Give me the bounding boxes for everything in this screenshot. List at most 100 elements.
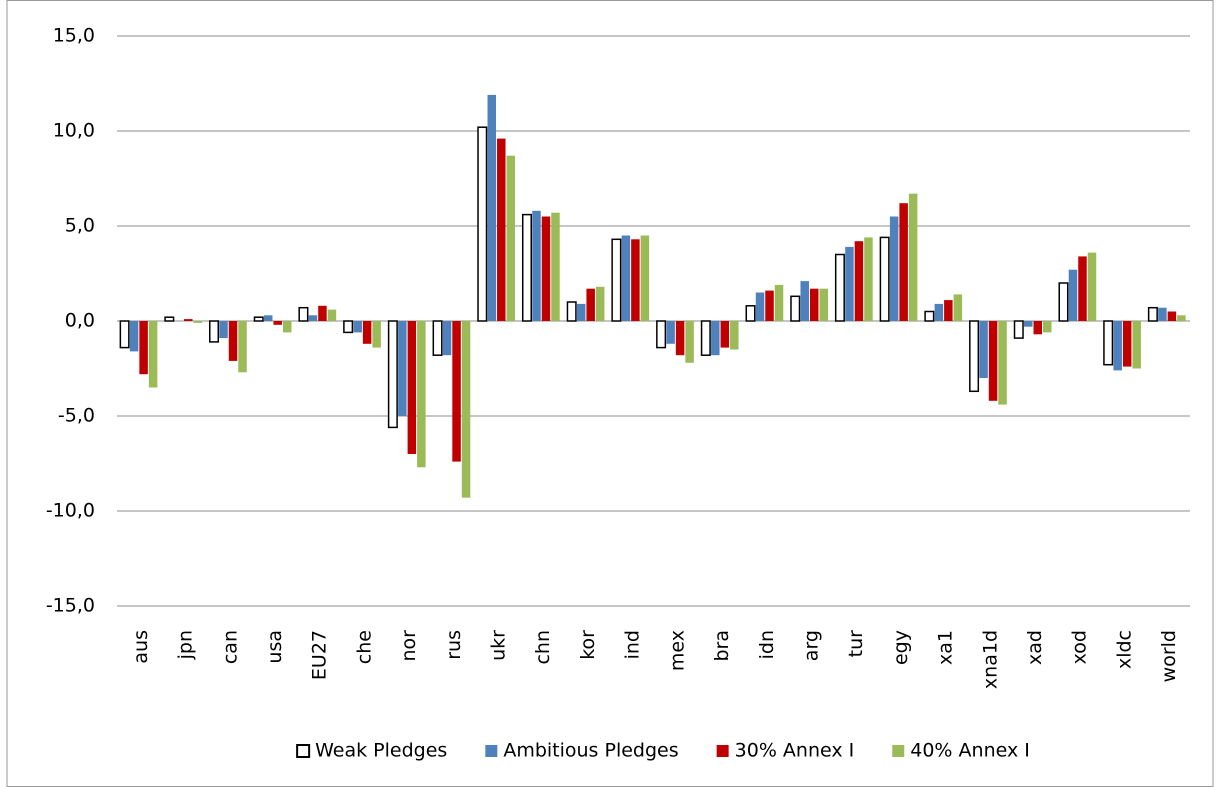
bar (666, 321, 675, 344)
bar (193, 321, 203, 323)
legend-swatch (485, 745, 498, 757)
bar (1147, 306, 1158, 322)
x-tick-label: che (353, 630, 375, 664)
bar (953, 294, 963, 321)
bar (298, 306, 309, 322)
x-tick-label: rus (443, 630, 465, 660)
x-tick-label: aus (130, 630, 152, 664)
legend-label: Weak Pledges (315, 740, 447, 762)
y-tick-label: 15,0 (53, 25, 95, 47)
bar (219, 321, 228, 339)
x-tick-label: arg (800, 630, 822, 661)
x-tick-label: mex (666, 630, 688, 671)
x-tick-label: chn (532, 630, 554, 665)
bar (595, 286, 605, 321)
bar (541, 216, 551, 321)
bar (343, 320, 354, 334)
x-tick-label: can (219, 630, 241, 664)
bar (398, 321, 407, 416)
bar (506, 155, 516, 321)
bar (327, 309, 337, 321)
bar (273, 321, 282, 325)
bar (1167, 311, 1177, 321)
bar (809, 288, 819, 321)
bar (611, 238, 622, 322)
bar (934, 303, 944, 321)
bar (899, 203, 908, 321)
bar (129, 321, 139, 352)
bar (442, 321, 452, 356)
x-tick-label: EU27 (309, 630, 331, 680)
bar (487, 94, 497, 322)
bar (988, 321, 998, 401)
x-tick-label: idn (756, 630, 778, 659)
legend-swatch (716, 745, 729, 757)
y-tick-label: 0,0 (65, 310, 95, 332)
bar (998, 321, 1007, 405)
bar (879, 236, 890, 322)
bar (521, 213, 532, 322)
x-tick-label: bra (711, 630, 733, 662)
bar (854, 241, 864, 321)
bar (184, 319, 193, 321)
bar (461, 321, 471, 498)
bar (845, 246, 854, 321)
bar (944, 300, 953, 321)
x-tick-label: xa1 (935, 630, 957, 665)
bar (228, 321, 238, 361)
legend-swatch (296, 744, 311, 758)
bar (640, 235, 650, 321)
bar (1087, 252, 1097, 321)
x-tick-label: egy (890, 630, 912, 665)
bar (362, 321, 372, 344)
bar (387, 320, 398, 429)
bar (1132, 321, 1141, 369)
x-tick-label: ukr (488, 630, 510, 661)
bar (532, 210, 541, 321)
bar (774, 284, 784, 321)
bar (119, 320, 130, 349)
bar (1013, 320, 1024, 339)
legend-label: 30% Annex I (735, 740, 855, 762)
bar (318, 305, 327, 321)
bar (417, 321, 426, 468)
bar (979, 321, 988, 378)
x-tick-label: kor (577, 630, 599, 660)
bar (755, 292, 765, 321)
bar (1177, 315, 1186, 321)
bar (1078, 256, 1087, 321)
bar (656, 320, 667, 349)
legend-label: Ambitious Pledges (503, 740, 678, 762)
bar (308, 315, 318, 321)
bar (924, 310, 935, 322)
bar (238, 321, 247, 373)
bar (1033, 321, 1043, 335)
bar (282, 321, 292, 333)
bar (497, 138, 506, 321)
legend-label: 40% Annex I (910, 740, 1030, 762)
bar (253, 316, 264, 322)
bar (586, 288, 595, 321)
bar (1058, 282, 1069, 322)
bar (1068, 269, 1078, 321)
bar (477, 126, 488, 322)
bar (164, 316, 175, 322)
bar (551, 212, 560, 321)
bar (819, 288, 828, 321)
x-tick-label: usa (264, 630, 286, 664)
bar (566, 301, 577, 322)
bar (1024, 321, 1033, 327)
x-tick-label: nor (398, 630, 420, 662)
bar (353, 321, 362, 333)
y-tick-label: -10,0 (46, 500, 95, 522)
x-tick-label: tur (845, 630, 867, 657)
bar (730, 321, 739, 350)
bar (1158, 307, 1167, 321)
bar (800, 281, 809, 321)
x-tick-label: jpn (175, 630, 197, 660)
bar (908, 193, 918, 321)
x-tick-label: world (1158, 630, 1180, 682)
bar (1113, 321, 1122, 371)
bar (700, 320, 711, 356)
